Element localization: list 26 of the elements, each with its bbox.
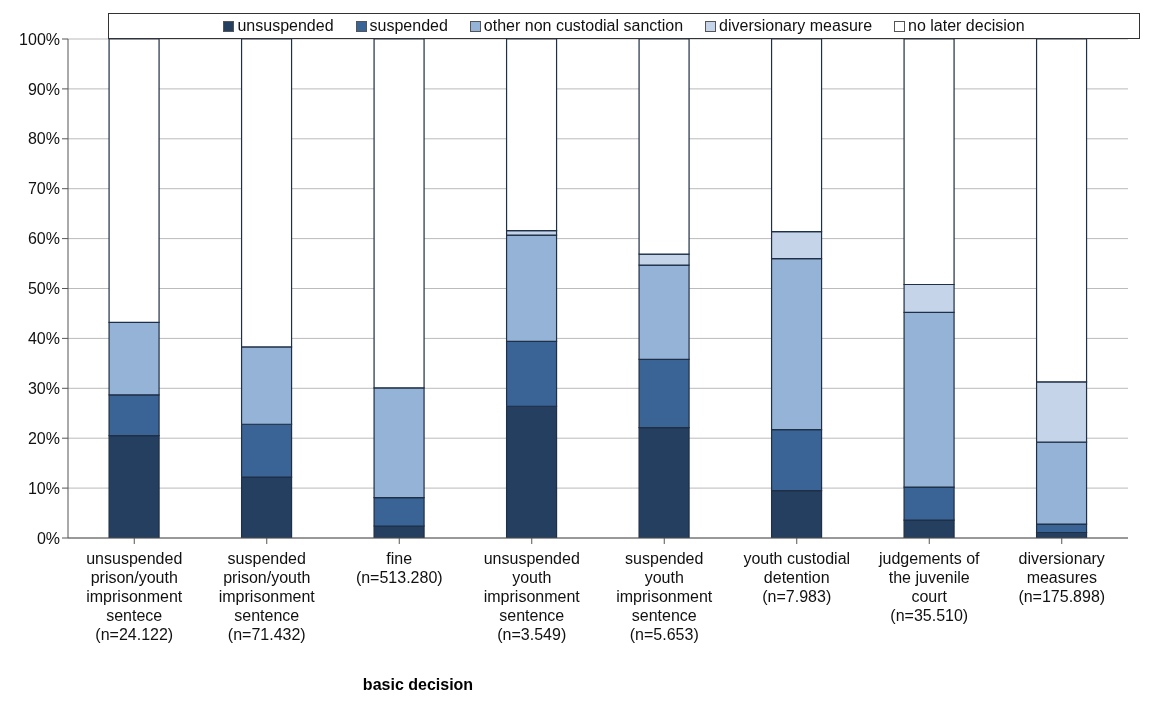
x-tick-label: unsuspended youth imprisonment sentence (n=3.549) <box>483 550 581 643</box>
y-tick-label: 60% <box>27 230 60 248</box>
x-tick-label: suspended youth imprisonment sentence (n=5.653) <box>616 550 713 643</box>
series-label: no later decision <box>907 17 1025 35</box>
y-tick-label: 10% <box>27 479 60 497</box>
legend-label: unsuspended <box>236 17 334 35</box>
y-tick-label: 90% <box>27 80 60 98</box>
x-tick-label: diversionary measures (n=175.898) <box>1018 550 1106 605</box>
x-tick-label: fine (n=513.280) <box>355 550 443 586</box>
x-tick-label: unsuspended prison/youth imprisonment sentece (n=24.122) <box>86 550 183 643</box>
y-tick-label: 70% <box>27 180 60 198</box>
x-tick-label: suspended prison/youth imprisonment sentence (n=71.432) <box>218 550 316 643</box>
y-tick-label: 20% <box>27 429 60 447</box>
legend-label: other non custodial sanction <box>482 17 684 35</box>
x-tick-label: judgements of the juvenile court (n=35.510) <box>877 550 981 624</box>
y-tick-label: 100% <box>19 30 60 48</box>
y-tick-label: 50% <box>27 280 60 298</box>
x-tick-label: youth custodial detention (n=7.983) <box>743 550 851 605</box>
bar <box>505 39 558 232</box>
legend-label: suspended <box>368 17 448 35</box>
y-tick-label: 80% <box>27 130 60 148</box>
legend-label: diversionary measure <box>718 17 873 35</box>
x-axis-title: basic decision <box>361 676 475 694</box>
y-tick-label: 0% <box>36 529 60 547</box>
y-tick-label: 40% <box>27 330 60 348</box>
y-tick-label: 30% <box>27 379 60 397</box>
